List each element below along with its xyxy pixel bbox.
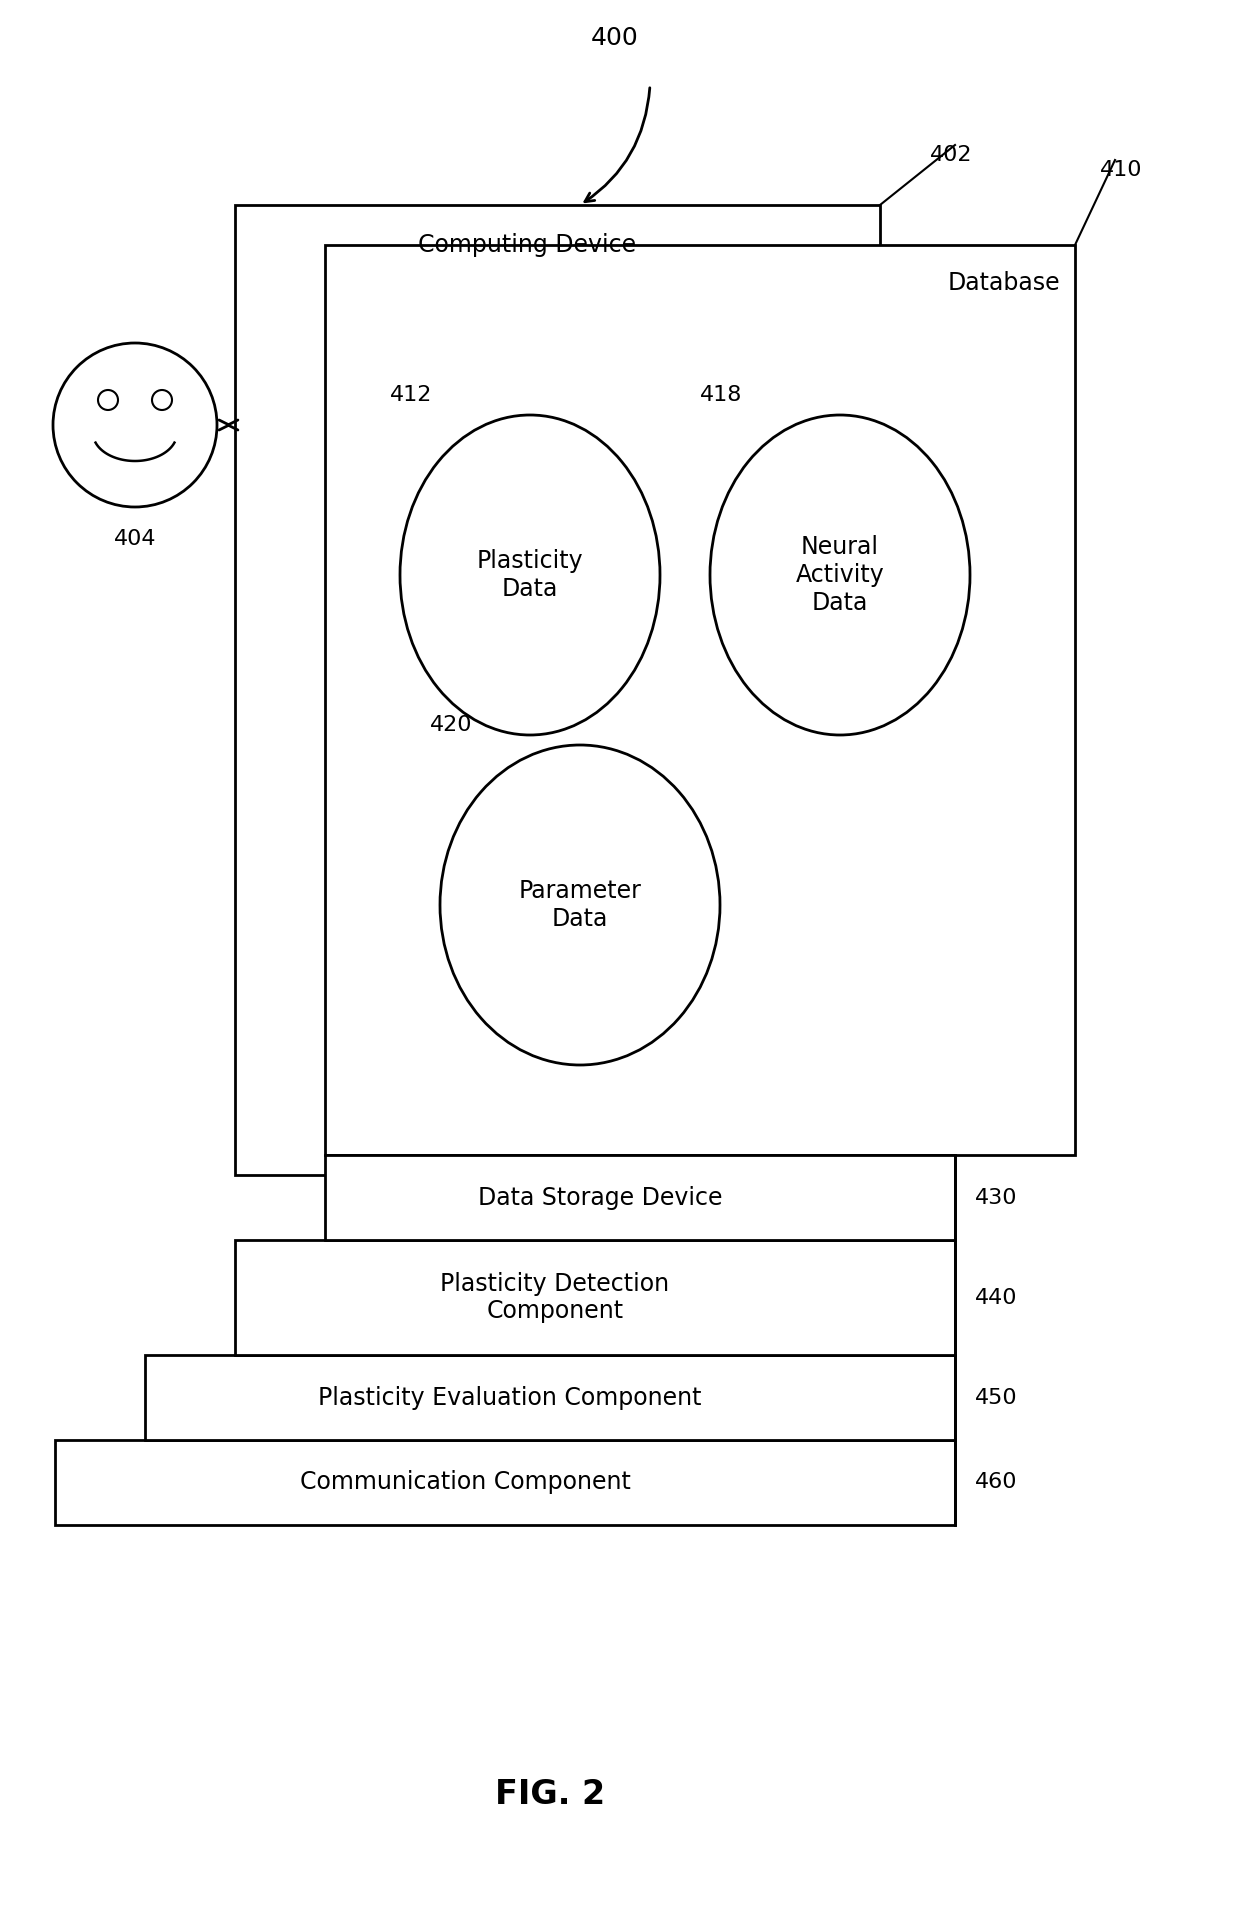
- Circle shape: [53, 343, 217, 506]
- Text: 410: 410: [1100, 160, 1142, 181]
- FancyBboxPatch shape: [55, 1440, 955, 1525]
- FancyBboxPatch shape: [325, 244, 1075, 1155]
- FancyBboxPatch shape: [236, 1240, 955, 1355]
- Text: 404: 404: [114, 529, 156, 549]
- Text: Parameter
Data: Parameter Data: [518, 880, 641, 932]
- Text: 412: 412: [391, 385, 433, 404]
- Text: 402: 402: [930, 144, 972, 166]
- Ellipse shape: [711, 416, 970, 735]
- FancyBboxPatch shape: [145, 1355, 955, 1440]
- Ellipse shape: [401, 416, 660, 735]
- Circle shape: [153, 391, 172, 410]
- FancyBboxPatch shape: [325, 1155, 955, 1240]
- Text: Neural
Activity
Data: Neural Activity Data: [796, 535, 884, 614]
- Text: Database: Database: [947, 271, 1060, 295]
- Text: 430: 430: [975, 1188, 1018, 1207]
- Text: Computing Device: Computing Device: [418, 233, 636, 258]
- Text: 450: 450: [975, 1388, 1018, 1407]
- Text: Plasticity
Data: Plasticity Data: [476, 549, 583, 601]
- FancyBboxPatch shape: [236, 204, 880, 1174]
- Text: 420: 420: [430, 714, 472, 735]
- Text: 460: 460: [975, 1473, 1018, 1492]
- Text: 418: 418: [701, 385, 743, 404]
- Text: Plasticity Evaluation Component: Plasticity Evaluation Component: [319, 1386, 702, 1409]
- Text: FIG. 2: FIG. 2: [495, 1779, 605, 1811]
- Text: Communication Component: Communication Component: [300, 1471, 630, 1494]
- Text: 440: 440: [975, 1288, 1018, 1307]
- Text: 400: 400: [591, 27, 639, 50]
- Ellipse shape: [440, 745, 720, 1065]
- Text: Plasticity Detection
Component: Plasticity Detection Component: [440, 1272, 670, 1322]
- Circle shape: [98, 391, 118, 410]
- Text: Data Storage Device: Data Storage Device: [477, 1186, 722, 1209]
